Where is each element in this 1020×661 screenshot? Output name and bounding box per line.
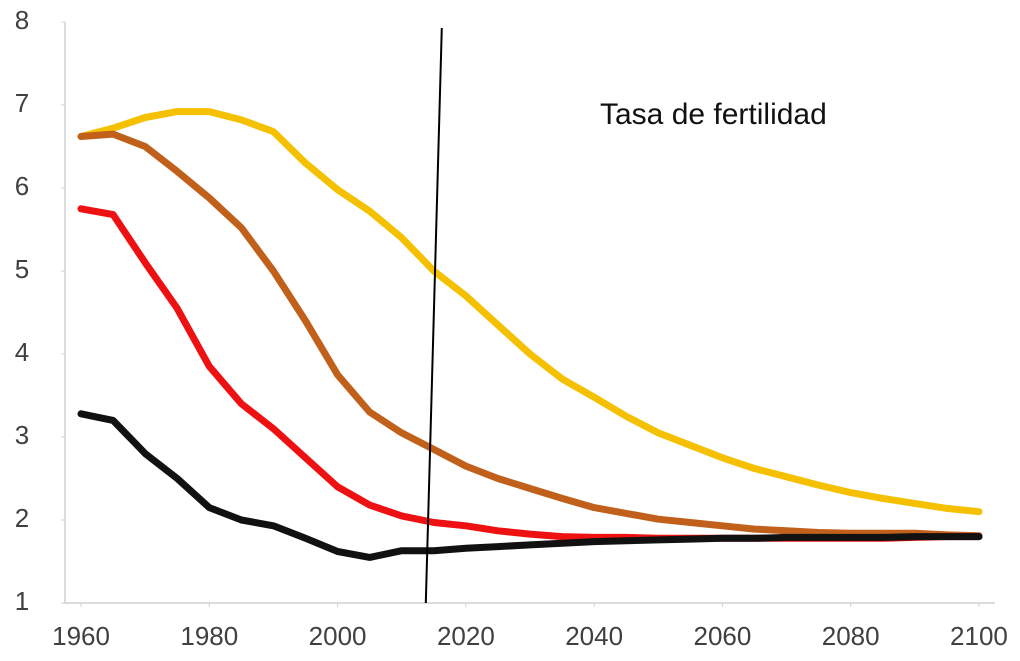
y-tick-label: 7	[15, 88, 29, 118]
x-tick-label: 2040	[565, 621, 623, 651]
y-tick-label: 4	[15, 337, 29, 367]
y-tick-label: 6	[15, 171, 29, 201]
x-tick-label: 1960	[52, 621, 110, 651]
series-line	[77, 108, 983, 516]
annotation: Tasa de fertilidad	[600, 98, 827, 131]
y-tick-label: 3	[15, 420, 29, 450]
series-line	[77, 410, 983, 561]
series-line	[77, 130, 983, 540]
x-tick-label: 2060	[693, 621, 751, 651]
x-tick-label: 2080	[822, 621, 880, 651]
y-tick-label: 8	[15, 5, 29, 35]
y-tick-label: 1	[15, 586, 29, 616]
x-tick-label: 2020	[437, 621, 495, 651]
reference-line	[424, 27, 443, 604]
x-tick-label: 2000	[309, 621, 367, 651]
y-tick-label: 5	[15, 254, 29, 284]
x-tick-label: 1980	[180, 621, 238, 651]
y-tick-label: 2	[15, 503, 29, 533]
x-tick-label: 2100	[950, 621, 1008, 651]
